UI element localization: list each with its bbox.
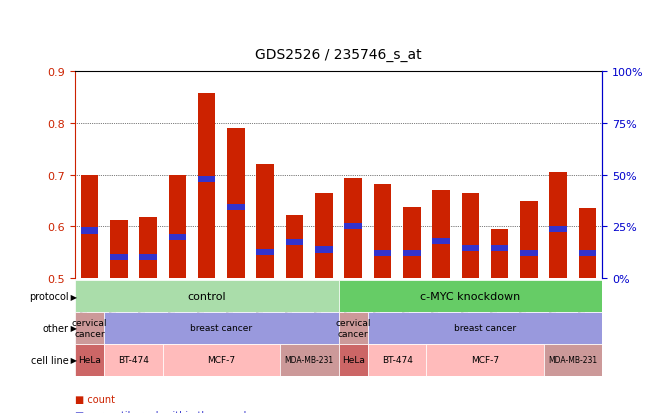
Text: ▶: ▶ [68, 292, 77, 301]
Bar [315, 193, 333, 278]
Text: other: other [42, 323, 68, 333]
Text: GSM136089: GSM136089 [286, 280, 294, 325]
Text: GSM136092: GSM136092 [579, 280, 588, 325]
Text: HeLa: HeLa [342, 356, 365, 364]
Bar [339, 280, 602, 312]
Text: MCF-7: MCF-7 [471, 356, 499, 364]
Text: protocol: protocol [29, 291, 68, 301]
Text: BT-474: BT-474 [381, 356, 413, 364]
Text: control: control [187, 291, 226, 301]
Bar [374, 184, 391, 278]
Text: GSM136082: GSM136082 [432, 280, 441, 325]
Bar [339, 312, 368, 344]
Bar [163, 344, 280, 376]
Bar [75, 312, 104, 344]
Bar [256, 249, 274, 256]
Text: GSM136086: GSM136086 [491, 280, 500, 325]
Bar [227, 204, 245, 210]
Bar [344, 224, 362, 230]
Text: cell line: cell line [31, 355, 68, 365]
Bar [520, 202, 538, 278]
Bar [286, 239, 303, 245]
Text: breast cancer: breast cancer [454, 324, 516, 332]
Text: GSM136098: GSM136098 [374, 280, 383, 325]
Text: GSM136084: GSM136084 [462, 280, 471, 325]
Bar [81, 228, 98, 234]
Text: GSM136085: GSM136085 [227, 280, 236, 325]
Bar [110, 221, 128, 278]
Bar [432, 238, 450, 244]
Text: GSM136096: GSM136096 [344, 280, 353, 326]
Text: BT-474: BT-474 [118, 356, 149, 364]
Bar [462, 193, 479, 278]
Text: cervical
cancer: cervical cancer [72, 318, 107, 338]
Bar [75, 344, 104, 376]
Bar [110, 254, 128, 261]
Bar [374, 250, 391, 256]
Bar [286, 216, 303, 278]
Text: ■ count: ■ count [75, 394, 115, 404]
Text: GSM136081: GSM136081 [169, 280, 178, 325]
Text: GSM136079: GSM136079 [139, 280, 148, 326]
Text: GSM136088: GSM136088 [520, 280, 529, 325]
Bar [315, 247, 333, 253]
Bar [339, 344, 368, 376]
Bar [403, 207, 421, 278]
Text: GSM136095: GSM136095 [81, 280, 90, 326]
Bar [227, 128, 245, 278]
Text: GSM136091: GSM136091 [315, 280, 324, 325]
Bar [280, 344, 339, 376]
Text: MCF-7: MCF-7 [207, 356, 236, 364]
Bar [139, 217, 157, 278]
Bar [549, 173, 567, 278]
Text: GSM136080: GSM136080 [403, 280, 412, 325]
Text: GSM136090: GSM136090 [549, 280, 559, 326]
Bar [169, 234, 186, 240]
Bar [549, 226, 567, 233]
Bar [344, 179, 362, 278]
Bar [579, 209, 596, 278]
Bar [198, 94, 215, 278]
Bar [462, 245, 479, 252]
Bar [139, 254, 157, 261]
Text: MDA-MB-231: MDA-MB-231 [284, 356, 334, 364]
Bar [544, 344, 602, 376]
Text: c-MYC knockdown: c-MYC knockdown [421, 291, 520, 301]
Bar [432, 190, 450, 278]
Text: GSM136097: GSM136097 [110, 280, 119, 326]
Text: cervical
cancer: cervical cancer [335, 318, 371, 338]
Bar [81, 175, 98, 278]
Bar [403, 250, 421, 256]
Bar [104, 312, 339, 344]
Bar [104, 344, 163, 376]
Bar [491, 245, 508, 252]
Bar [520, 250, 538, 256]
Bar [256, 165, 274, 278]
Text: GSM136083: GSM136083 [198, 280, 207, 325]
Text: GDS2526 / 235746_s_at: GDS2526 / 235746_s_at [255, 47, 422, 62]
Text: MDA-MB-231: MDA-MB-231 [548, 356, 598, 364]
Text: breast cancer: breast cancer [190, 324, 253, 332]
Bar [368, 344, 426, 376]
Text: HeLa: HeLa [78, 356, 101, 364]
Bar [198, 176, 215, 182]
Bar [579, 250, 596, 256]
Bar [368, 312, 602, 344]
Text: ■ percentile rank within the sample: ■ percentile rank within the sample [75, 410, 252, 413]
Bar [75, 280, 339, 312]
Text: ▶: ▶ [68, 356, 77, 364]
Bar [169, 175, 186, 278]
Text: ▶: ▶ [68, 324, 77, 332]
Text: GSM136087: GSM136087 [256, 280, 266, 325]
Bar [426, 344, 544, 376]
Bar [491, 229, 508, 278]
